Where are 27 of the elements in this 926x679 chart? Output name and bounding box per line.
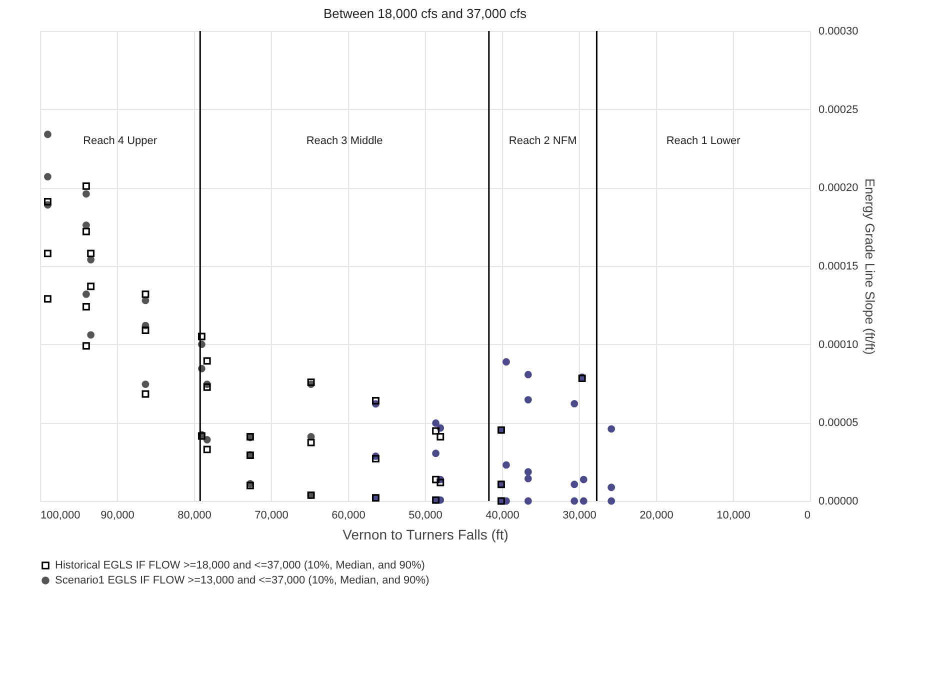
legend-label: Scenario1 EGLS IF FLOW >=13,000 and <=37,000 (10%, Median, and 90%) [55, 574, 430, 586]
x-tick-label: 0 [804, 510, 810, 522]
x-tick-label: 30,000 [562, 510, 596, 522]
x-axis-title: Vernon to Turners Falls (ft) [342, 526, 508, 542]
y-tick-label: 0.00015 [818, 260, 858, 272]
x-tick-label: 60,000 [332, 510, 366, 522]
legend-label: Historical EGLS IF FLOW >=18,000 and <=37,000 (10%, Median, and 90%) [55, 560, 425, 572]
y-tick-label: 0.00005 [818, 417, 858, 430]
y-axis-title: Energy Grade Line Slope (ft/ft) [862, 178, 878, 355]
x-tick-label: 40,000 [486, 510, 520, 522]
annotation: Reach 4 Upper [83, 135, 158, 147]
annotation: Reach 3 Middle [306, 135, 383, 147]
x-tick-label: 10,000 [716, 510, 750, 522]
y-tick-label: 0.00000 [818, 496, 858, 508]
x-tick-label: 20,000 [640, 510, 674, 522]
y-tick-label: 0.00030 [818, 26, 858, 38]
annotation: Reach 1 Lower [666, 135, 741, 147]
x-tick-label: 80,000 [178, 510, 212, 522]
annotation: Reach 2 NFM [508, 135, 577, 147]
x-tick-label: 70,000 [254, 510, 288, 522]
chart-title: Between 18,000 cfs and 37,000 cfs [323, 6, 528, 21]
y-tick-label: 0.00025 [818, 104, 858, 116]
x-tick-label: 100,000 [40, 510, 80, 522]
x-tick-label: 50,000 [408, 510, 442, 522]
x-tick-label: 90,000 [100, 510, 134, 522]
y-tick-label: 0.00020 [818, 182, 858, 194]
y-tick-label: 0.00010 [818, 338, 858, 351]
